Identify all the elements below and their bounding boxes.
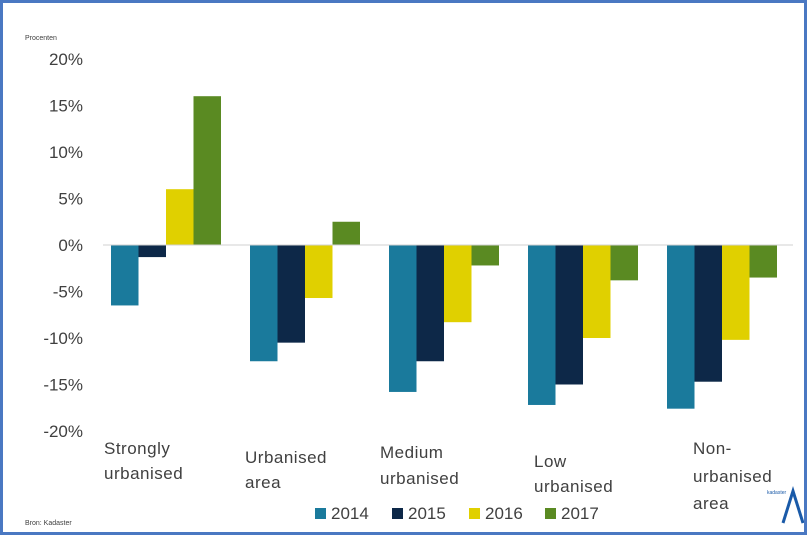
category-label: urbanised (693, 467, 772, 486)
legend: 2014 2015 2016 2017 (315, 504, 599, 523)
bar-2017-2 (332, 221, 360, 245)
bar-2014-5 (667, 245, 695, 409)
category-label: urbanised (534, 477, 613, 496)
bar-2016-3 (444, 245, 472, 323)
bars (111, 96, 777, 409)
y-tick-label: -5% (53, 283, 83, 302)
legend-swatch-2014 (315, 508, 326, 519)
category-label: Strongly (104, 439, 170, 458)
category-label: urbanised (380, 469, 459, 488)
bar-2017-4 (610, 245, 638, 281)
bar-2016-4 (583, 245, 611, 338)
y-axis-unit-label: Procenten (25, 35, 57, 42)
legend-label-2017: 2017 (561, 504, 599, 523)
legend-label-2016: 2016 (485, 504, 523, 523)
category-label: Low (534, 452, 567, 471)
legend-swatch-2016 (469, 508, 480, 519)
bar-2016-1 (166, 189, 194, 245)
y-tick-label: -10% (43, 329, 83, 348)
bar-2017-3 (471, 245, 499, 266)
bar-2016-5 (722, 245, 750, 340)
kadaster-logo-text: kadaster (767, 490, 787, 496)
y-tick-label: 20% (49, 50, 83, 69)
bar-2017-1 (193, 96, 221, 245)
kadaster-logo: kadaster (767, 485, 804, 524)
y-tick-label: -15% (43, 376, 83, 395)
bar-2014-1 (111, 245, 139, 306)
y-tick-labels: 20% 15% 10% 5% 0% -5% -10% -15% -20% (43, 50, 83, 441)
category-labels: Strongly urbanised Urbanised area Medium urba… (104, 439, 772, 513)
bar-2015-3 (416, 245, 444, 362)
legend-swatch-2017 (545, 508, 556, 519)
bar-chart: Procenten 20% 15% 10% 5% 0% -5% -10% -15% -20% S… (25, 35, 804, 527)
bar-2015-4 (555, 245, 583, 385)
y-tick-label: 10% (49, 143, 83, 162)
y-tick-label: -20% (43, 422, 83, 441)
bar-2015-1 (138, 245, 166, 258)
y-tick-label: 15% (49, 97, 83, 116)
bar-2017-5 (749, 245, 777, 278)
source-note: Bron: Kadaster (25, 520, 72, 527)
bar-2014-3 (389, 245, 417, 392)
bar-2015-2 (277, 245, 305, 343)
legend-label-2015: 2015 (408, 504, 446, 523)
category-label: area (693, 494, 729, 513)
y-tick-label: 0% (58, 236, 83, 255)
bar-2015-5 (694, 245, 722, 382)
bar-2014-2 (250, 245, 278, 362)
legend-swatch-2015 (392, 508, 403, 519)
category-label: urbanised (104, 464, 183, 483)
y-tick-label: 5% (58, 190, 83, 209)
category-label: Non- (693, 439, 732, 458)
legend-label-2014: 2014 (331, 504, 369, 523)
category-label: Medium (380, 443, 443, 462)
kadaster-logo-mark (781, 485, 804, 524)
bar-2016-2 (305, 245, 333, 299)
category-label: Urbanised (245, 448, 327, 467)
category-label: area (245, 473, 281, 492)
bar-2014-4 (528, 245, 556, 405)
